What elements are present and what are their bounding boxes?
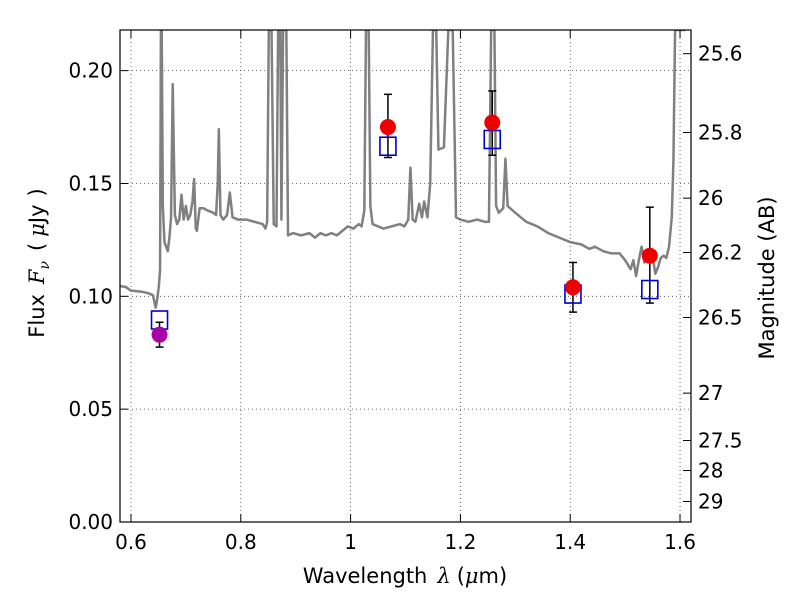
y2-tick-label: 25.8 xyxy=(698,120,743,144)
x-axis-label: Wavelength λ (μm) xyxy=(303,564,507,588)
x-axis-label-symbol: λ xyxy=(436,564,450,588)
y-tick-label: 0.05 xyxy=(68,397,113,421)
model-photometry-square xyxy=(641,279,659,300)
model-photometry-layer xyxy=(150,129,659,330)
y-tick-label: 0.20 xyxy=(68,59,113,83)
model-spectrum-layer xyxy=(120,30,686,309)
y2-tick-label: 25.6 xyxy=(698,42,743,66)
observed-flux-point xyxy=(379,119,396,136)
y-axis-label-unit-open: ( xyxy=(25,243,49,251)
y-axis-label-unit-close: ) xyxy=(25,188,49,196)
x-tick-label: 0.8 xyxy=(225,530,257,554)
x-tick-label: 0.6 xyxy=(115,530,147,554)
y2-tick-label: 27 xyxy=(698,381,723,405)
y-tick-label: 0.15 xyxy=(68,171,113,195)
y-axis-label-unit-rest: Jy xyxy=(25,204,49,225)
model-spectrum-line xyxy=(120,30,686,309)
y-axis-label-unit-mu: μ xyxy=(25,223,49,237)
y-axis-label-symbol: F xyxy=(25,268,49,285)
y2-tick-label: 28 xyxy=(698,459,723,483)
x-tick-label: 1.2 xyxy=(444,530,476,554)
x-tick-label: 1.4 xyxy=(554,530,586,554)
observed-flux-point xyxy=(564,279,581,296)
y2-tick-label: 26.2 xyxy=(698,241,743,265)
y-tick-label: 0.10 xyxy=(68,284,113,308)
x-tick-label: 1.6 xyxy=(664,530,696,554)
observed-photometry-layer xyxy=(151,114,658,343)
y2-axis: 25.6 25.8 26 26.2 26.5 27 27.5 28 29 xyxy=(683,42,743,513)
x-axis: 0.6 0.8 1 1.2 1.4 1.6 xyxy=(115,30,696,554)
x-axis-label-text: Wavelength xyxy=(303,564,428,588)
x-axis-label-unit-mu: μ xyxy=(465,564,479,588)
plot-frame xyxy=(119,29,692,523)
plot-area xyxy=(120,30,691,522)
y-axis: 0.00 0.05 0.10 0.15 0.20 xyxy=(68,59,128,534)
y2-tick-label: 27.5 xyxy=(698,429,743,453)
model-photometry-square xyxy=(379,136,397,157)
y-axis-label: Flux Fν ( μJy) xyxy=(25,188,53,337)
y2-tick-label: 26.5 xyxy=(698,306,743,330)
x-axis-label-unit-rest: m) xyxy=(479,564,508,588)
y-axis-label-text: Flux xyxy=(25,294,49,338)
x-axis-label-unit-open: ( xyxy=(457,564,465,588)
observed-flux-point xyxy=(484,114,501,131)
observed-flux-point xyxy=(151,326,168,343)
y-axis-label-subscript: ν xyxy=(37,260,53,269)
x-tick-label: 1 xyxy=(344,530,357,554)
y2-axis-label: Magnitude (AB) xyxy=(755,196,779,359)
y2-tick-label: 26 xyxy=(698,186,723,210)
y-tick-label: 0.00 xyxy=(68,510,113,534)
y2-tick-label: 29 xyxy=(698,489,723,513)
observed-flux-point xyxy=(641,247,658,264)
